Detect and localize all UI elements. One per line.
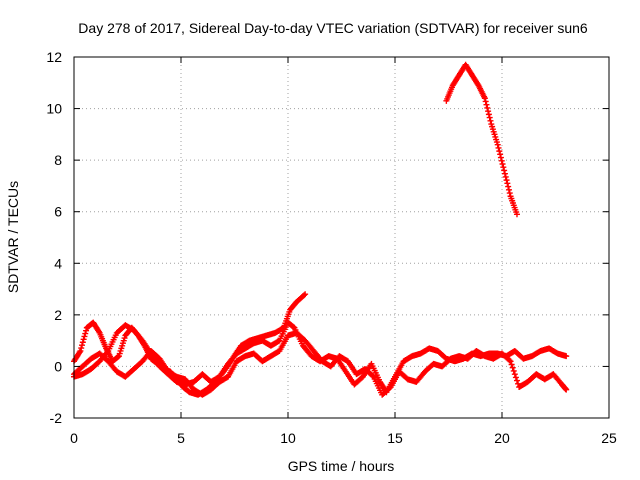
grid-lines [74,57,609,418]
data-point [487,117,494,124]
data-point [499,161,506,168]
data-point [510,367,517,374]
data-point [494,141,501,148]
series-track-4 [443,61,520,218]
series-track-3 [71,329,570,398]
y-tick-label: 12 [46,49,62,65]
data-point [501,167,508,174]
data-point [505,186,512,193]
data-point [83,327,90,334]
y-tick-label: 6 [54,204,62,220]
data-point [506,357,513,364]
data-point [495,144,502,151]
y-tick-label: -2 [50,410,63,426]
x-tick-label: 20 [494,430,510,446]
data-point [497,151,504,158]
data-point [483,101,490,108]
y-tick-label: 2 [54,307,62,323]
data-point [76,349,83,356]
data-point [511,371,518,378]
data-point [485,111,492,118]
data-point [497,154,504,161]
data-point [563,353,570,360]
data-point [507,358,514,365]
data-point [563,386,570,393]
data-point [79,339,86,346]
data-point [508,361,515,368]
x-tick-label: 10 [280,430,296,446]
data-point [502,173,509,180]
data-point [504,180,511,187]
chart-title: Day 278 of 2017, Sidereal Day-to-day VTE… [78,20,588,36]
data-point [513,211,520,218]
data-point [80,336,87,343]
data-point [496,148,503,155]
data-point [77,347,84,354]
data-point [513,377,520,384]
data-point [486,114,493,121]
data-point [503,177,510,184]
x-tick-label: 25 [601,430,617,446]
data-point [500,164,507,171]
data-point [301,292,308,299]
data-point [509,364,516,371]
x-axis-label: GPS time / hours [288,458,395,474]
data-point [81,333,88,340]
data-point [79,342,86,349]
data-point [82,330,89,337]
x-tick-label: 5 [177,430,185,446]
y-tick-label: 10 [46,101,62,117]
y-tick-labels: -2 0 2 4 6 8 10 12 [46,49,62,426]
data-point [485,108,492,115]
data-points [71,61,570,398]
y-axis-label: SDTVAR / TECUs [5,181,21,293]
data-point [302,291,309,298]
data-point [512,374,519,381]
x-tick-label: 0 [70,430,78,446]
data-point [505,183,512,190]
axis-ticks [73,56,610,419]
data-point [95,328,102,335]
data-point [506,190,513,197]
data-point [498,157,505,164]
data-point [481,95,488,102]
x-tick-labels: 0 5 10 15 20 25 [70,430,617,446]
y-tick-label: 8 [54,152,62,168]
data-point [482,98,489,105]
plot-frame [73,56,610,419]
y-tick-label: 0 [54,358,62,374]
data-point [104,349,111,356]
x-tick-label: 15 [387,430,403,446]
y-tick-label: 4 [54,255,62,271]
data-point [78,345,85,352]
data-point [484,104,491,111]
data-point [369,372,376,379]
data-point [501,170,508,177]
